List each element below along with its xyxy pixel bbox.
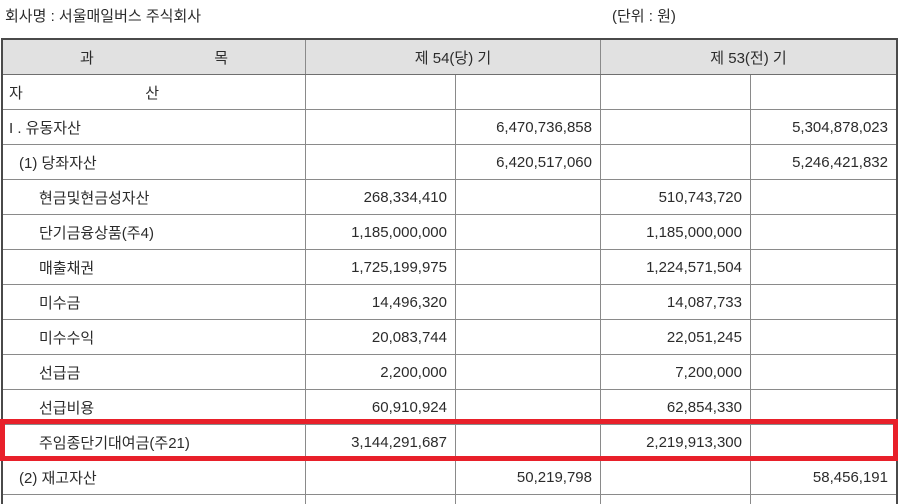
amount-cell-current-detail bbox=[306, 495, 456, 504]
table-row: 단기금융상품(주4) 1,185,000,000 1,185,000,000 bbox=[3, 215, 896, 250]
table-row-highlighted: 주임종단기대여금(주21) 3,144,291,687 2,219,913,300 bbox=[3, 425, 896, 460]
amount-cell-prior-total bbox=[751, 390, 896, 424]
currency-unit-label: (단위 : 원) bbox=[612, 8, 676, 25]
amount-cell-prior-detail bbox=[601, 145, 751, 179]
table-row: 매출채권 1,725,199,975 1,224,571,504 bbox=[3, 250, 896, 285]
amount-cell-prior-total bbox=[751, 215, 896, 249]
company-name-label: 회사명 : 서울매일버스 주식회사 bbox=[5, 8, 202, 25]
amount-cell-prior-total: 5,246,421,832 bbox=[792, 153, 888, 171]
amount-cell-current-total bbox=[456, 320, 601, 354]
amount-cell-current-detail: 1,725,199,975 bbox=[306, 250, 456, 284]
account-cell: 선급비용 bbox=[3, 390, 306, 424]
table-row bbox=[3, 495, 896, 504]
amount-cell-current-total bbox=[456, 180, 601, 214]
amount-cell-current-detail: 268,334,410 bbox=[306, 180, 456, 214]
account-label: 자 bbox=[9, 84, 23, 102]
table-row: I . 유동자산 6,470,736,858 5,304,878,023 bbox=[3, 110, 896, 145]
header-current-period: 제 54(당) 기 bbox=[306, 40, 601, 74]
amount-cell-prior-detail: 2,219,913,300 bbox=[601, 425, 751, 459]
amount-cell-current-total bbox=[456, 285, 601, 319]
amount-cell-prior-detail: 62,854,330 bbox=[601, 390, 751, 424]
amount-cell-current-total: 6,420,517,060 bbox=[456, 145, 601, 179]
account-cell: (2) 재고자산 bbox=[3, 460, 306, 494]
table-row: 미수수익 20,083,744 22,051,245 bbox=[3, 320, 896, 355]
amount-cell-prior-total bbox=[751, 75, 896, 109]
account-cell: (1) 당좌자산 bbox=[3, 145, 306, 179]
amount-cell-current-total bbox=[456, 425, 601, 459]
table-row: 현금및현금성자산 268,334,410 510,743,720 bbox=[3, 180, 896, 215]
account-cell: 미수수익 bbox=[3, 320, 306, 354]
amount-cell-current-detail bbox=[306, 75, 456, 109]
amount-cell-prior-total bbox=[751, 355, 896, 389]
amount-cell-current-total bbox=[456, 75, 601, 109]
table-header-row: 과 목 제 54(당) 기 제 53(전) 기 bbox=[3, 40, 896, 75]
amount-cell-prior-total bbox=[751, 250, 896, 284]
amount-cell-current-total bbox=[456, 355, 601, 389]
account-cell: 주임종단기대여금(주21) bbox=[3, 425, 306, 459]
amount-cell-prior-detail: 7,200,000 bbox=[601, 355, 751, 389]
amount-cell-current-total bbox=[456, 250, 601, 284]
table-row: 미수금 14,496,320 14,087,733 bbox=[3, 285, 896, 320]
amount-cell-prior-detail: 22,051,245 bbox=[601, 320, 751, 354]
account-cell: 매출채권 bbox=[3, 250, 306, 284]
header-account-char-right: 목 bbox=[214, 49, 228, 67]
amount-cell-current-total bbox=[456, 390, 601, 424]
amount-cell-prior-total bbox=[751, 425, 896, 459]
table-row: (1) 당좌자산 6,420,517,060 5,246,421,832 bbox=[3, 145, 896, 180]
amount-cell-prior-detail bbox=[601, 110, 751, 144]
amount-cell-prior-total bbox=[751, 495, 896, 504]
account-cell bbox=[3, 495, 306, 504]
amount-cell-current-detail bbox=[306, 460, 456, 494]
header-prior-period: 제 53(전) 기 bbox=[710, 49, 787, 67]
amount-cell-prior-detail: 1,185,000,000 bbox=[601, 215, 751, 249]
amount-cell-current-total bbox=[456, 495, 601, 504]
amount-cell-prior-total bbox=[751, 320, 896, 354]
amount-cell-current-detail: 3,144,291,687 bbox=[306, 425, 456, 459]
amount-cell-current-detail bbox=[306, 145, 456, 179]
amount-cell-current-detail bbox=[306, 110, 456, 144]
header-account-char-left: 과 bbox=[80, 49, 94, 67]
amount-cell-current-detail: 14,496,320 bbox=[306, 285, 456, 319]
account-cell: 선급금 bbox=[3, 355, 306, 389]
header-account-column: 과 목 bbox=[3, 40, 306, 74]
amount-cell-current-detail: 60,910,924 bbox=[306, 390, 456, 424]
amount-cell-prior-detail bbox=[601, 75, 751, 109]
amount-cell-prior-detail bbox=[601, 495, 751, 504]
account-cell: 미수금 bbox=[3, 285, 306, 319]
amount-cell-prior-total: 58,456,191 bbox=[812, 468, 888, 486]
amount-cell-current-detail: 1,185,000,000 bbox=[306, 215, 456, 249]
amount-cell-prior-detail: 14,087,733 bbox=[601, 285, 751, 319]
account-cell: 단기금융상품(주4) bbox=[3, 215, 306, 249]
amount-cell-prior-total: 5,304,878,023 bbox=[792, 118, 888, 136]
amount-cell-current-detail: 2,200,000 bbox=[306, 355, 456, 389]
amount-cell-prior-detail: 510,743,720 bbox=[601, 180, 751, 214]
table-row: (2) 재고자산 50,219,798 58,456,191 bbox=[3, 460, 896, 495]
account-cell: I . 유동자산 bbox=[3, 110, 306, 144]
amount-cell-current-total: 6,470,736,858 bbox=[456, 110, 601, 144]
account-cell: 현금및현금성자산 bbox=[3, 180, 306, 214]
header-account-label: 과 목 bbox=[80, 47, 228, 68]
amount-cell-current-detail: 20,083,744 bbox=[306, 320, 456, 354]
amount-cell-prior-detail bbox=[601, 460, 751, 494]
amount-cell-prior-detail: 1,224,571,504 bbox=[601, 250, 751, 284]
account-label: 산 bbox=[145, 84, 159, 102]
amount-cell-prior-total bbox=[751, 180, 896, 214]
amount-cell-current-total: 50,219,798 bbox=[456, 460, 601, 494]
table-row: 선급금 2,200,000 7,200,000 bbox=[3, 355, 896, 390]
amount-cell-current-total bbox=[456, 215, 601, 249]
amount-cell-prior-total bbox=[751, 285, 896, 319]
table-row: 선급비용 60,910,924 62,854,330 bbox=[3, 390, 896, 425]
